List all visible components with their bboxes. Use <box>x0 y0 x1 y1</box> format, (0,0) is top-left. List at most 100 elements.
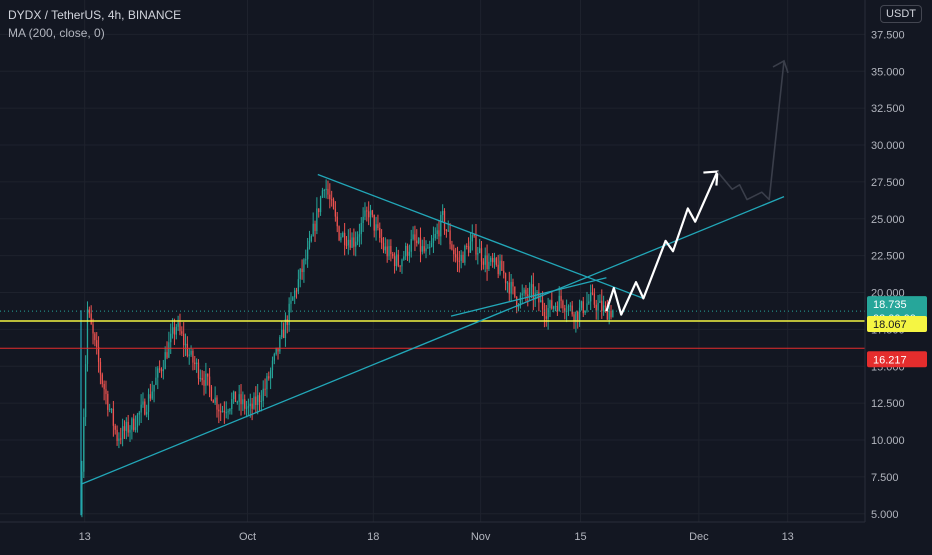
candle-body <box>545 316 547 319</box>
candle-body <box>288 303 290 325</box>
candle-body <box>421 246 423 252</box>
currency-button[interactable]: USDT <box>880 5 922 23</box>
x-tick-label: 15 <box>574 531 586 543</box>
candle-body <box>286 319 288 325</box>
indicator-label[interactable]: MA (200, close, 0) <box>8 26 105 40</box>
candle <box>469 232 472 253</box>
candle-body <box>358 234 361 237</box>
axis-corner <box>865 522 932 550</box>
candle-body <box>467 246 470 253</box>
candle <box>430 234 433 248</box>
candle <box>205 362 207 394</box>
time-axis[interactable] <box>0 522 865 550</box>
candle <box>351 232 353 249</box>
trendline[interactable] <box>317 173 644 300</box>
candle <box>273 352 275 365</box>
candle-body <box>471 235 473 242</box>
candle-body <box>536 292 538 294</box>
candle-body <box>179 322 181 332</box>
candle-body <box>247 406 250 408</box>
candle <box>393 252 396 274</box>
candle <box>599 294 601 304</box>
candle-body <box>504 273 507 283</box>
candle <box>560 289 562 309</box>
candle-body <box>486 255 488 270</box>
candle-body <box>347 239 349 246</box>
candle-body <box>447 230 449 232</box>
candle <box>110 408 113 414</box>
candle <box>192 349 194 371</box>
candle <box>116 425 118 446</box>
candle <box>519 292 522 309</box>
candle <box>491 252 494 268</box>
candle-body <box>466 245 468 247</box>
candle-body <box>425 248 427 252</box>
candle <box>127 414 129 437</box>
candle-body <box>96 340 98 347</box>
candle <box>408 244 411 263</box>
candle-body <box>453 249 455 255</box>
candle-body <box>201 377 203 381</box>
candle <box>173 318 176 345</box>
candle-body <box>543 309 546 317</box>
candle <box>525 284 527 302</box>
candle-body <box>547 308 549 319</box>
candle <box>558 286 560 312</box>
candle <box>419 227 422 263</box>
candle <box>258 392 261 412</box>
candle <box>547 297 549 330</box>
candle <box>194 355 196 371</box>
candle-body <box>479 248 481 254</box>
candle <box>493 252 496 269</box>
candle <box>203 371 205 396</box>
y-tick-label: 35.000 <box>871 66 905 78</box>
candle <box>295 287 298 299</box>
candle <box>590 284 592 310</box>
candle <box>425 240 427 259</box>
candle-body <box>345 245 348 247</box>
candle-body <box>216 397 218 410</box>
projection-path[interactable] <box>605 171 719 316</box>
trendline[interactable] <box>450 277 607 317</box>
symbol-title[interactable]: DYDX / TetherUS, 4h, BINANCE <box>8 8 182 22</box>
candle <box>308 230 311 250</box>
price-axis[interactable] <box>865 0 932 550</box>
candle <box>238 384 240 411</box>
candle-body <box>183 333 185 346</box>
candle <box>140 394 142 423</box>
projection-faded-path[interactable] <box>716 60 785 201</box>
candle-body <box>462 254 464 263</box>
candle <box>377 214 379 231</box>
candle <box>578 299 581 327</box>
candle-body <box>107 393 109 410</box>
y-tick-label: 27.500 <box>871 177 905 189</box>
candle <box>480 240 483 271</box>
candle-body <box>593 293 596 305</box>
candle <box>88 306 90 318</box>
candle <box>343 223 346 256</box>
candle-body <box>565 310 568 312</box>
candle-body <box>386 246 388 257</box>
candle <box>356 231 359 246</box>
candle-body <box>369 210 372 218</box>
candle-body <box>353 237 355 247</box>
candle-body <box>101 374 103 384</box>
candle <box>369 204 372 227</box>
candle <box>245 400 248 418</box>
candle-body <box>556 306 559 312</box>
candle-body <box>236 401 238 403</box>
candle-body <box>491 257 494 263</box>
candle <box>584 310 586 315</box>
candle-body <box>375 224 377 231</box>
candle <box>366 206 368 222</box>
trendline[interactable] <box>80 196 785 485</box>
candle <box>168 331 170 359</box>
candle-body <box>299 268 301 280</box>
candle-body <box>438 230 440 237</box>
candle <box>416 229 418 247</box>
candle-body <box>549 300 551 309</box>
candle <box>92 318 94 345</box>
candle <box>234 391 237 403</box>
